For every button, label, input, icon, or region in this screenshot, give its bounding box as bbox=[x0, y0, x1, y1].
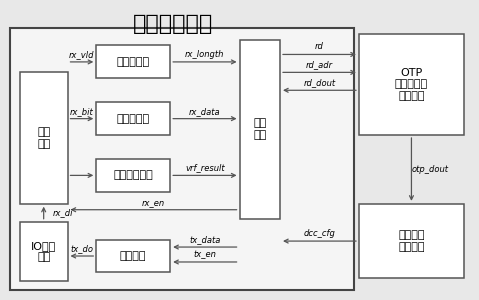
Text: 发送模块: 发送模块 bbox=[120, 251, 147, 261]
Text: 控制
模块: 控制 模块 bbox=[253, 118, 266, 140]
Bar bbox=[96, 46, 170, 78]
Text: 接收缓存器: 接收缓存器 bbox=[117, 114, 150, 124]
Text: 接收计数器: 接收计数器 bbox=[117, 57, 150, 67]
Text: rd_dout: rd_dout bbox=[303, 78, 336, 87]
Bar bbox=[96, 159, 170, 192]
Text: otp_dout: otp_dout bbox=[412, 165, 449, 174]
Text: rx_di: rx_di bbox=[53, 208, 73, 217]
Text: rd: rd bbox=[315, 43, 324, 52]
Text: IO管理
模块: IO管理 模块 bbox=[31, 241, 57, 262]
Text: 配置信息
管理模块: 配置信息 管理模块 bbox=[398, 230, 425, 252]
Text: 接收校验模块: 接收校验模块 bbox=[114, 170, 153, 180]
Text: OTP
可编程非易
失存储器: OTP 可编程非易 失存储器 bbox=[395, 68, 428, 101]
Bar bbox=[20, 222, 68, 281]
Text: rx_longth: rx_longth bbox=[185, 50, 225, 59]
Text: tx_en: tx_en bbox=[194, 250, 217, 259]
Text: tx_do: tx_do bbox=[70, 244, 93, 253]
Text: dcc_cfg: dcc_cfg bbox=[304, 229, 335, 238]
Bar bbox=[359, 34, 464, 135]
Bar bbox=[240, 40, 280, 219]
Text: 接收
模块: 接收 模块 bbox=[37, 127, 50, 149]
Bar bbox=[359, 204, 464, 278]
Text: rx_vld: rx_vld bbox=[69, 50, 95, 59]
Text: rx_data: rx_data bbox=[189, 107, 221, 116]
Text: rx_en: rx_en bbox=[142, 198, 165, 207]
Bar bbox=[20, 72, 68, 204]
Bar bbox=[10, 28, 354, 290]
Text: rd_adr: rd_adr bbox=[306, 60, 333, 69]
Text: tx_data: tx_data bbox=[189, 235, 220, 244]
Bar bbox=[96, 240, 170, 272]
Text: rx_bit: rx_bit bbox=[70, 107, 94, 116]
Text: vrf_result: vrf_result bbox=[185, 164, 225, 172]
Text: 身份认证芯片: 身份认证芯片 bbox=[133, 14, 213, 34]
Bar bbox=[96, 102, 170, 135]
